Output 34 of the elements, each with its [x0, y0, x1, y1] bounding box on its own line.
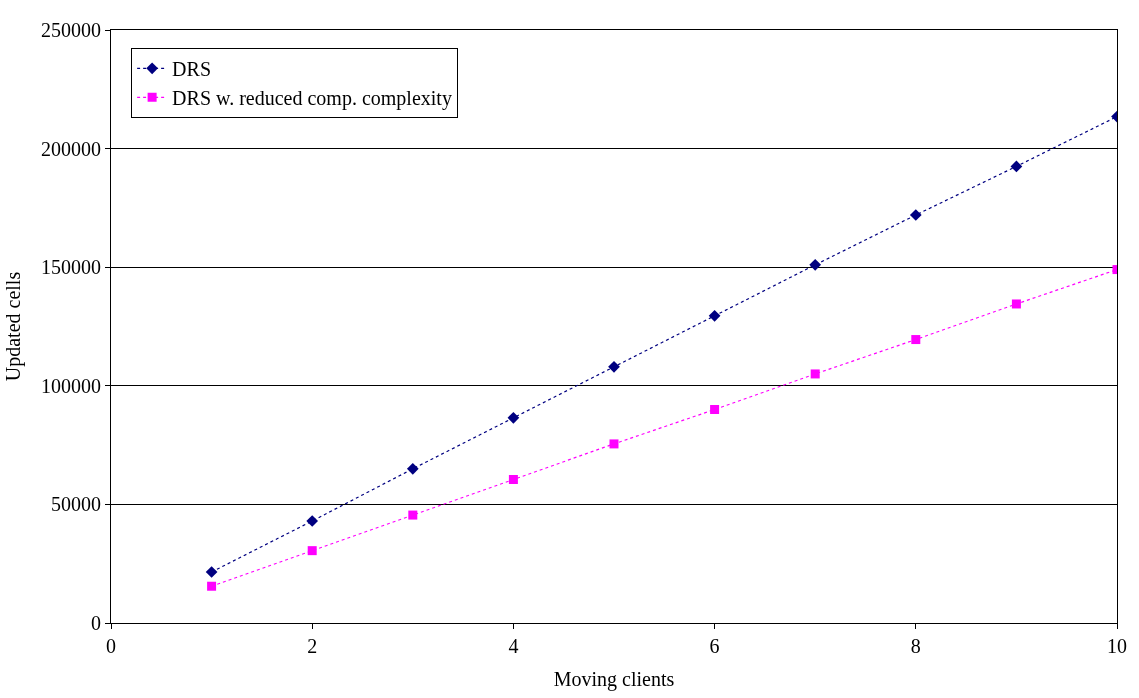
y-tick-label: 100000 — [41, 374, 101, 397]
x-tick-label: 2 — [307, 635, 318, 657]
point — [306, 515, 319, 527]
y-tick-label: 0 — [91, 612, 101, 634]
point — [508, 474, 518, 484]
point — [809, 258, 822, 271]
point — [708, 309, 721, 322]
y-tick-label: 200000 — [41, 137, 101, 160]
x-tick-label: 8 — [910, 635, 921, 657]
x-axis-title: Moving clients — [553, 667, 675, 691]
y-tick-label: 250000 — [41, 19, 101, 41]
x-tick-label: 4 — [508, 635, 519, 657]
y-tick-label: 150000 — [41, 256, 101, 279]
point — [911, 335, 921, 345]
point — [207, 581, 217, 591]
x-tick-label: 6 — [709, 635, 720, 657]
legend-label: DRS — [172, 58, 212, 81]
point — [307, 546, 317, 556]
point — [909, 209, 922, 221]
y-axis-title: Updated cells — [1, 271, 25, 382]
x-tick-label: 10 — [1107, 635, 1127, 657]
point — [1011, 299, 1021, 309]
legend-label: DRS w. reduced comp. complexity — [172, 87, 452, 111]
point — [205, 566, 218, 578]
x-tick-label: 0 — [106, 635, 116, 657]
point — [609, 439, 619, 449]
y-tick-label: 50000 — [51, 493, 101, 516]
point — [408, 510, 418, 520]
point — [1010, 160, 1023, 173]
point — [608, 360, 620, 373]
point — [406, 462, 419, 475]
point — [507, 411, 520, 424]
point — [710, 405, 720, 415]
point — [810, 369, 820, 379]
